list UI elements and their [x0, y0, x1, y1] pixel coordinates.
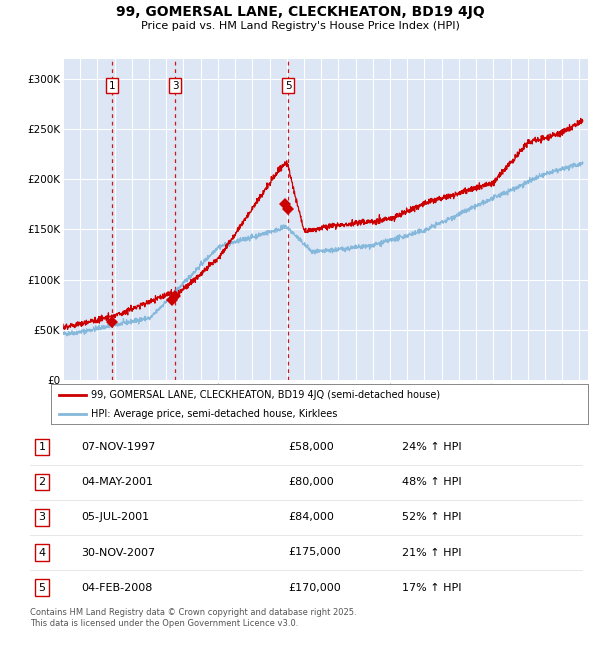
Text: 5: 5	[38, 582, 46, 593]
Text: 17% ↑ HPI: 17% ↑ HPI	[402, 582, 461, 593]
Text: £84,000: £84,000	[288, 512, 334, 523]
Text: 4: 4	[38, 547, 46, 558]
Text: 99, GOMERSAL LANE, CLECKHEATON, BD19 4JQ (semi-detached house): 99, GOMERSAL LANE, CLECKHEATON, BD19 4JQ…	[91, 390, 440, 400]
Text: 52% ↑ HPI: 52% ↑ HPI	[402, 512, 461, 523]
Text: 2: 2	[38, 477, 46, 488]
Text: 07-NOV-1997: 07-NOV-1997	[81, 442, 155, 452]
Text: Contains HM Land Registry data © Crown copyright and database right 2025.
This d: Contains HM Land Registry data © Crown c…	[30, 608, 356, 628]
Text: Price paid vs. HM Land Registry's House Price Index (HPI): Price paid vs. HM Land Registry's House …	[140, 21, 460, 31]
Text: 30-NOV-2007: 30-NOV-2007	[81, 547, 155, 558]
Text: 04-MAY-2001: 04-MAY-2001	[81, 477, 153, 488]
Text: 1: 1	[109, 81, 115, 91]
Text: 99, GOMERSAL LANE, CLECKHEATON, BD19 4JQ: 99, GOMERSAL LANE, CLECKHEATON, BD19 4JQ	[116, 5, 484, 19]
Text: £170,000: £170,000	[288, 582, 341, 593]
Text: £175,000: £175,000	[288, 547, 341, 558]
Text: £80,000: £80,000	[288, 477, 334, 488]
Text: 21% ↑ HPI: 21% ↑ HPI	[402, 547, 461, 558]
Text: 04-FEB-2008: 04-FEB-2008	[81, 582, 152, 593]
Text: 24% ↑ HPI: 24% ↑ HPI	[402, 442, 461, 452]
Text: HPI: Average price, semi-detached house, Kirklees: HPI: Average price, semi-detached house,…	[91, 409, 338, 419]
Text: 05-JUL-2001: 05-JUL-2001	[81, 512, 149, 523]
Text: 48% ↑ HPI: 48% ↑ HPI	[402, 477, 461, 488]
Text: 5: 5	[285, 81, 292, 91]
Text: 3: 3	[38, 512, 46, 523]
Text: £58,000: £58,000	[288, 442, 334, 452]
Text: 3: 3	[172, 81, 178, 91]
Text: 1: 1	[38, 442, 46, 452]
